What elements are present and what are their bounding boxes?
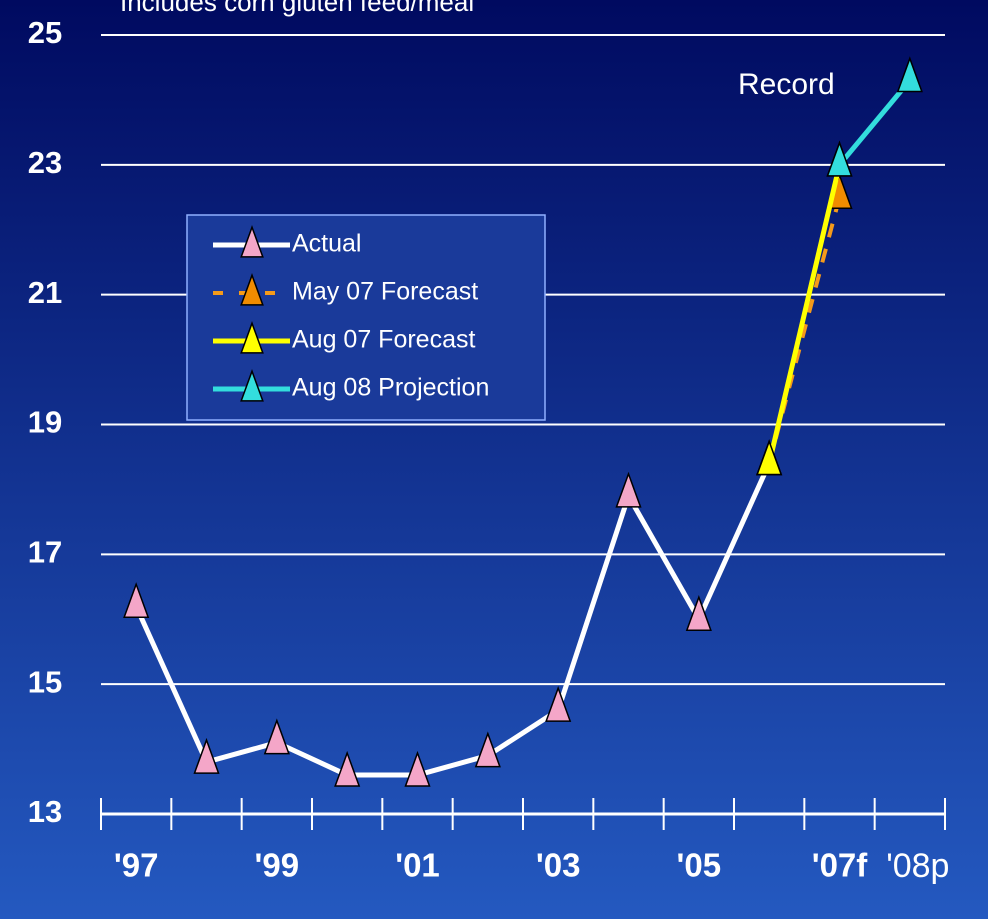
series-line [766, 164, 842, 465]
marker [193, 737, 220, 774]
series-line [837, 78, 912, 167]
marker [263, 718, 290, 755]
x-tick-label: '08p [886, 847, 949, 885]
legend-label: May 07 Forecast [292, 278, 478, 306]
series-line [133, 462, 772, 778]
y-tick-label: 23 [28, 145, 62, 180]
marker [123, 582, 150, 619]
y-tick-label: 21 [28, 275, 62, 310]
x-tick-label: '07f [812, 847, 869, 884]
marker [615, 471, 642, 508]
marker [334, 750, 361, 787]
x-tick-label: '99 [255, 847, 300, 884]
x-tick-label: '97 [114, 847, 159, 884]
y-tick-label: 17 [28, 535, 62, 570]
subtitle: Includes corn gluten feed/meal [120, 0, 474, 17]
y-tick-label: 25 [28, 15, 62, 50]
marker [685, 595, 712, 631]
annotation: Record [738, 68, 835, 101]
marker [826, 140, 853, 177]
x-tick-label: '03 [536, 847, 581, 884]
y-tick-label: 15 [28, 664, 62, 699]
x-tick-label: '05 [677, 847, 722, 884]
legend-label: Aug 07 Forecast [292, 326, 475, 354]
marker [896, 56, 923, 93]
legend-marker [240, 369, 264, 402]
legend-marker [240, 225, 264, 258]
legend-label: Actual [292, 230, 361, 258]
y-tick-label: 13 [28, 794, 62, 829]
marker [756, 439, 783, 476]
legend: Actual May 07 Forecast Aug 07 Forecast Aug … [186, 214, 546, 421]
x-tick-label: '01 [395, 847, 440, 884]
legend-marker [240, 321, 264, 354]
legend-label: Aug 08 Projection [292, 374, 489, 402]
series-line [767, 196, 842, 464]
marker [474, 731, 501, 768]
y-tick-label: 19 [28, 405, 62, 440]
marker [545, 685, 572, 722]
legend-marker [240, 273, 264, 306]
marker [404, 750, 431, 787]
